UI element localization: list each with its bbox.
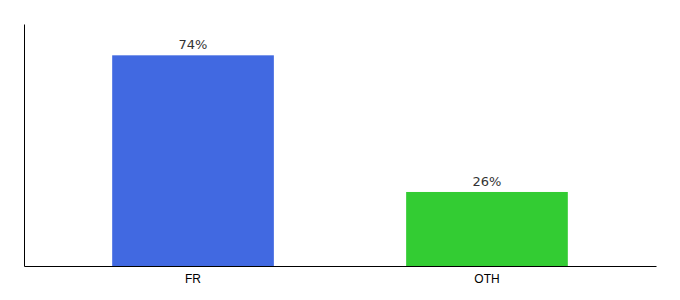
bar bbox=[406, 192, 568, 266]
chart-svg: FR OTH 74% 26% bbox=[0, 0, 680, 300]
x-tick-label: OTH bbox=[474, 272, 499, 286]
chart-container: FR OTH 74% 26% bbox=[0, 0, 680, 300]
y-axis bbox=[24, 25, 25, 267]
data-label: 74% bbox=[179, 37, 208, 52]
data-label: 26% bbox=[473, 174, 502, 189]
bar bbox=[112, 55, 274, 266]
data-labels: 74% 26% bbox=[179, 37, 502, 189]
plot-area: FR OTH 74% 26% bbox=[25, 25, 657, 286]
y-axis-line bbox=[24, 25, 25, 267]
bars bbox=[112, 55, 568, 266]
x-tick-label: FR bbox=[185, 272, 201, 286]
x-axis-line bbox=[25, 266, 657, 267]
x-axis: FR OTH bbox=[25, 267, 657, 286]
x-tick: OTH bbox=[474, 272, 499, 286]
x-tick: FR bbox=[185, 272, 201, 286]
